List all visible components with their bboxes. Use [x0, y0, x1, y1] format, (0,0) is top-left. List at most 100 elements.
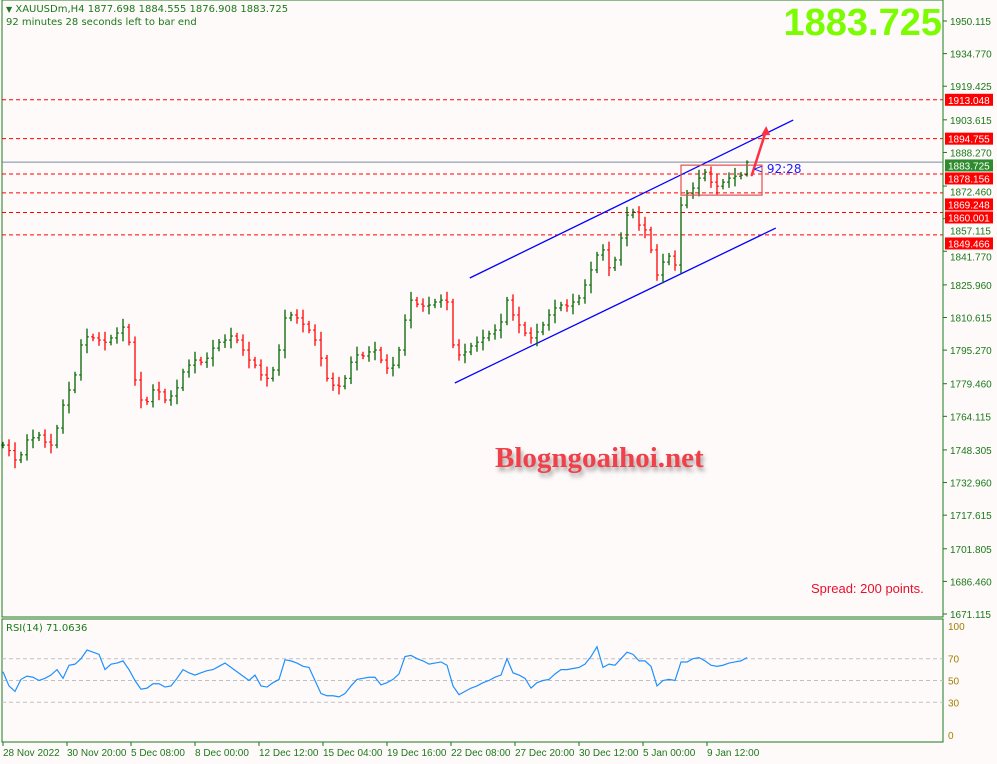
ohlc-bar	[385, 354, 389, 374]
ohlc-bar	[271, 366, 275, 382]
countdown-text: < 92:28	[753, 162, 802, 176]
ohlc-bar	[439, 294, 443, 308]
level-price-box	[945, 172, 993, 185]
y-tick-label: 1764.115	[950, 412, 991, 423]
ohlc-bar	[397, 346, 401, 369]
ohlc-bar	[583, 279, 587, 304]
y-tick-label: 1841.770	[950, 252, 992, 263]
ohlc-bar	[343, 375, 347, 390]
x-tick-label: 27 Dec 20:00	[515, 748, 575, 759]
y-tick-label: 1950.115	[950, 17, 991, 28]
ohlc-bar	[403, 314, 407, 356]
ohlc-bar	[667, 252, 671, 266]
ohlc-bar	[673, 250, 677, 271]
ohlc-bar	[325, 354, 329, 382]
ohlc-bar	[337, 376, 341, 395]
ohlc-bar	[7, 439, 11, 457]
y-tick-label: 1872.460	[950, 187, 992, 198]
x-tick-label: 5 Dec 08:00	[131, 748, 185, 759]
ohlc-bar	[187, 359, 191, 378]
y-tick-label: 1795.270	[950, 346, 992, 357]
ohlc-bar	[223, 334, 227, 348]
ohlc-bar	[115, 327, 119, 344]
level-price-label: 1849.466	[948, 239, 990, 250]
ohlc-bar	[361, 351, 365, 360]
ohlc-bar	[607, 241, 611, 277]
ohlc-bar	[133, 336, 137, 386]
ohlc-bar	[319, 331, 323, 367]
level-price-label: 1860.001	[948, 213, 990, 224]
ohlc-bar	[145, 396, 149, 405]
level-price-box	[945, 211, 993, 224]
ohlc-bar	[37, 431, 41, 442]
ohlc-bar	[601, 244, 605, 261]
ohlc-bar	[475, 336, 479, 352]
big-price-display: 1883.725	[783, 2, 943, 44]
x-tick-label: 9 Jan 12:00	[707, 748, 760, 759]
ohlc-bar	[55, 424, 59, 449]
y-tick-label: 1934.770	[950, 50, 992, 61]
ohlc-bar	[181, 368, 185, 392]
ohlc-bar	[265, 366, 269, 387]
ohlc-bar	[559, 301, 563, 312]
y-tick-label: 1701.805	[950, 545, 992, 556]
x-tick-label: 19 Dec 16:00	[387, 748, 447, 759]
y-tick-label: 1748.305	[950, 446, 992, 457]
ohlc-bar	[379, 346, 383, 364]
bar-timer-text: 92 minutes 28 seconds left to bar end	[6, 17, 197, 28]
ohlc-bar	[247, 341, 251, 369]
ohlc-bar	[745, 160, 749, 177]
level-price-label: 1869.248	[948, 200, 990, 211]
rsi-tick-label: 0	[948, 731, 954, 742]
rsi-tick-label: 30	[948, 698, 960, 709]
ohlc-bar	[175, 379, 179, 405]
ohlc-bar	[241, 334, 245, 356]
ohlc-bar	[727, 172, 731, 188]
ohlc-bar	[517, 306, 521, 334]
current-price-box	[945, 159, 993, 172]
spread-text: Spread: 200 points.	[811, 581, 924, 596]
x-tick-label: 12 Dec 12:00	[259, 748, 319, 759]
rsi-tick-label: 50	[948, 677, 960, 688]
ohlc-bar	[469, 342, 473, 356]
ohlc-bar	[301, 309, 305, 333]
ohlc-bar	[709, 166, 713, 188]
ohlc-bar	[463, 343, 467, 364]
ohlc-bar	[637, 206, 641, 231]
ohlc-bar	[547, 309, 551, 331]
ohlc-bar	[427, 296, 431, 315]
ohlc-bar	[571, 293, 575, 315]
rsi-label: RSI(14) 71.0636	[6, 623, 88, 634]
ohlc-bar	[139, 371, 143, 409]
ohlc-bar	[163, 388, 167, 404]
ohlc-bar	[409, 291, 413, 329]
channel-line-lower	[454, 227, 777, 384]
level-price-box	[945, 198, 993, 211]
ohlc-bar	[19, 451, 23, 464]
ohlc-bar	[445, 291, 449, 311]
ohlc-bar	[25, 434, 29, 461]
ohlc-bar	[691, 182, 695, 199]
y-tick-label: 1919.425	[950, 82, 992, 93]
ohlc-bar	[367, 346, 371, 362]
ohlc-bar	[535, 323, 539, 347]
ohlc-bar	[625, 206, 629, 247]
ohlc-bar	[451, 298, 455, 349]
ohlc-bar	[595, 251, 599, 274]
level-price-box	[945, 132, 993, 145]
x-tick-label: 28 Nov 2022	[3, 748, 60, 759]
ohlc-bar	[553, 299, 557, 324]
ohlc-bar	[13, 442, 17, 469]
y-tick-label: 1732.960	[950, 479, 992, 490]
ohlc-bar	[391, 356, 395, 377]
ohlc-bar	[79, 339, 83, 381]
ohlc-bar	[49, 433, 53, 454]
ohlc-bar	[649, 226, 653, 254]
main-pane-frame	[1, 0, 944, 618]
x-tick-label: 22 Dec 08:00	[451, 748, 511, 759]
y-tick-label: 1717.615	[950, 511, 992, 522]
collapse-triangle-icon[interactable]: ▼	[6, 5, 13, 14]
ohlc-bar	[31, 429, 35, 449]
x-tick-label: 30 Dec 12:00	[579, 748, 639, 759]
